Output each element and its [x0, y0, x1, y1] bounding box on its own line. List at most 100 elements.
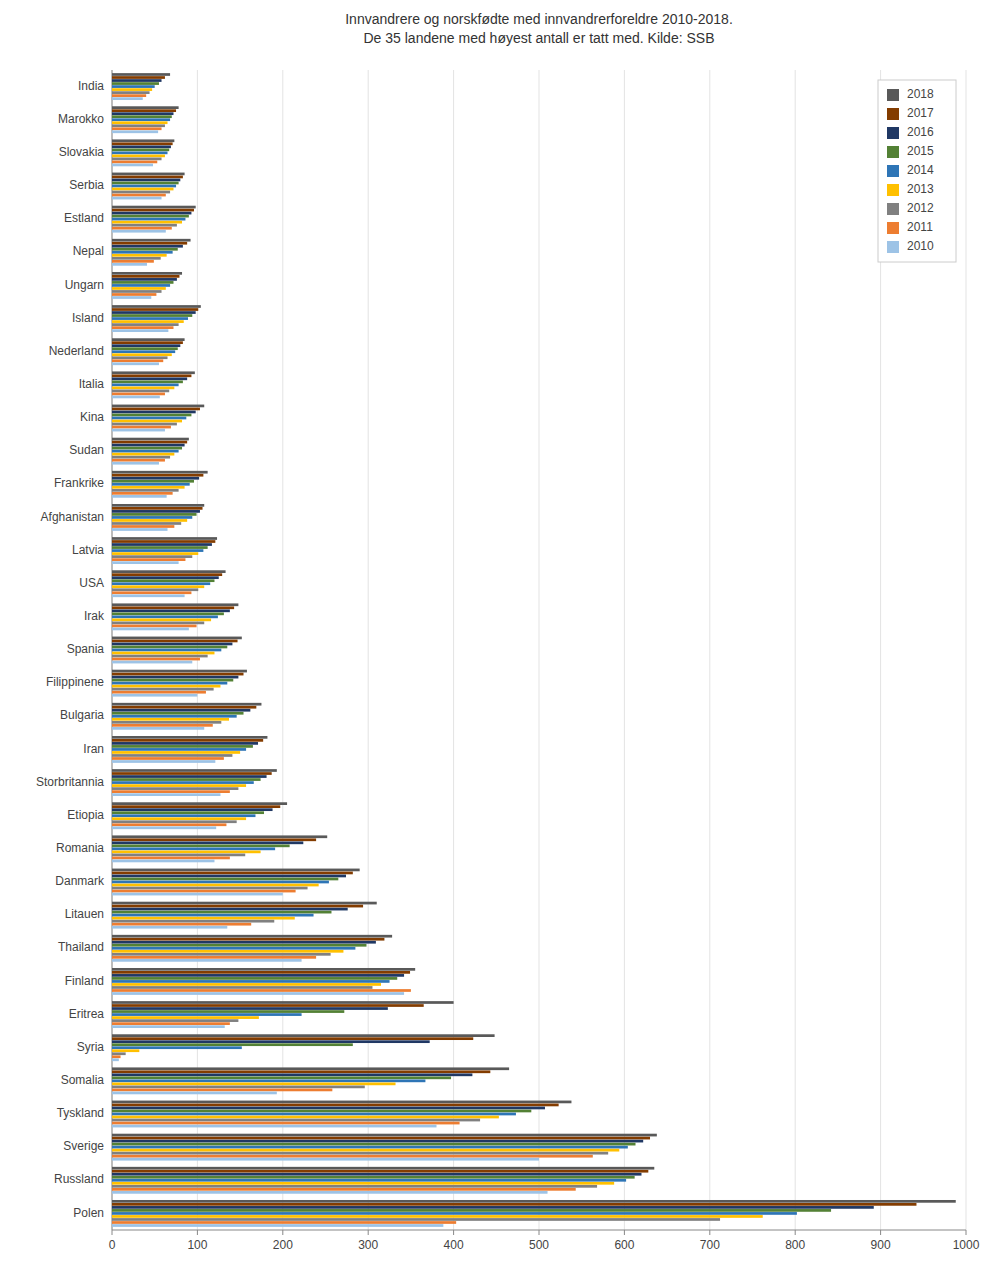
legend-swatch	[887, 241, 899, 253]
bar	[112, 1119, 480, 1122]
bar	[112, 745, 253, 748]
bar	[112, 935, 392, 938]
grid-line	[966, 70, 967, 1230]
legend-label: 2018	[907, 87, 934, 101]
category-label: Italia	[79, 377, 105, 391]
bar	[112, 239, 191, 242]
bar	[112, 326, 173, 329]
bar	[112, 820, 237, 823]
bar	[112, 911, 331, 914]
bar	[112, 884, 319, 887]
bar	[112, 881, 329, 884]
bar	[112, 709, 250, 712]
bar	[112, 546, 208, 549]
bar	[112, 1212, 797, 1215]
bar	[112, 504, 204, 507]
bar	[112, 185, 176, 188]
grid-line	[368, 70, 369, 1230]
grid-line	[795, 70, 796, 1230]
bar	[112, 817, 246, 820]
bar	[112, 284, 170, 287]
bar	[112, 902, 377, 905]
category-label: Eritrea	[69, 1007, 105, 1021]
category-label: Slovakia	[59, 145, 105, 159]
bar	[112, 655, 208, 658]
bar	[112, 923, 251, 926]
bar	[112, 1167, 654, 1170]
bar	[112, 495, 167, 498]
category-label: Sudan	[69, 443, 104, 457]
bar	[112, 1218, 720, 1221]
bar	[112, 1004, 424, 1007]
legend-swatch	[887, 108, 899, 120]
bar	[112, 492, 173, 495]
bar	[112, 76, 165, 79]
bar	[112, 748, 246, 751]
bar	[112, 673, 244, 676]
bar	[112, 878, 338, 881]
category-label: Estland	[64, 211, 104, 225]
bar	[112, 790, 230, 793]
legend-frame	[878, 80, 956, 262]
bar	[112, 230, 166, 233]
bar	[112, 561, 179, 564]
bar	[112, 1188, 576, 1191]
bar	[112, 691, 206, 694]
bar	[112, 1203, 916, 1206]
bar	[112, 215, 189, 218]
bar	[112, 857, 230, 860]
bar	[112, 112, 173, 115]
bar	[112, 510, 200, 513]
bar	[112, 637, 242, 640]
bar	[112, 917, 295, 920]
bar	[112, 594, 185, 597]
bar	[112, 953, 331, 956]
bar	[112, 869, 360, 872]
bar	[112, 1013, 302, 1016]
bar	[112, 88, 152, 91]
bar	[112, 703, 261, 706]
bar	[112, 477, 199, 480]
bar	[112, 91, 150, 94]
category-label: Finland	[65, 974, 104, 988]
bar	[112, 97, 143, 100]
bar	[112, 811, 264, 814]
bar	[112, 1034, 495, 1037]
bar	[112, 1001, 454, 1004]
tick-mark	[368, 1230, 369, 1235]
tick-label: 0	[109, 1238, 116, 1252]
bar	[112, 1179, 626, 1182]
bar	[112, 1043, 353, 1046]
bar	[112, 329, 168, 332]
bar	[112, 290, 162, 293]
bar	[112, 784, 246, 787]
bar	[112, 408, 200, 411]
bar	[112, 558, 185, 561]
bar	[112, 591, 191, 594]
tick-mark	[453, 1230, 454, 1235]
bar	[112, 989, 411, 992]
bar	[112, 516, 192, 519]
bar	[112, 585, 204, 588]
tick-label: 400	[444, 1238, 464, 1252]
category-label: India	[78, 79, 104, 93]
bar	[112, 649, 221, 652]
grid	[112, 70, 966, 1230]
bar	[112, 1046, 242, 1049]
tick-label: 600	[614, 1238, 634, 1252]
category-label: Afghanistan	[41, 510, 104, 524]
legend-label: 2013	[907, 182, 934, 196]
legend-swatch	[887, 203, 899, 215]
bar	[112, 739, 263, 742]
category-label: Frankrike	[54, 476, 104, 490]
bar	[112, 356, 168, 359]
grid-line	[539, 70, 540, 1230]
bar	[112, 757, 224, 760]
bar	[112, 905, 363, 908]
bar	[112, 1113, 516, 1116]
bar	[112, 257, 161, 260]
bar	[112, 1019, 238, 1022]
category-label: Bulgaria	[60, 708, 104, 722]
category-label: Danmark	[55, 874, 105, 888]
bar	[112, 245, 183, 248]
